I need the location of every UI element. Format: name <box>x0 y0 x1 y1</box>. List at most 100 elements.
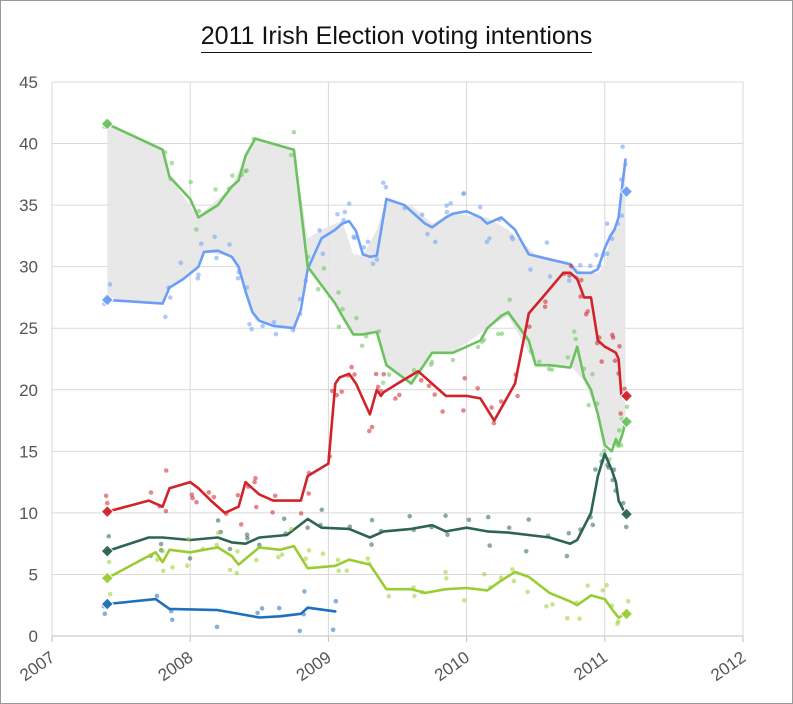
poll-point <box>349 364 354 370</box>
poll-point <box>571 329 577 334</box>
poll-point <box>211 494 217 500</box>
poll-point <box>626 598 631 604</box>
poll-point <box>369 542 374 547</box>
poll-point <box>619 213 625 218</box>
poll-point <box>386 372 392 377</box>
poll-point <box>252 479 257 485</box>
poll-point <box>565 355 571 360</box>
poll-point <box>450 357 456 363</box>
poll-point <box>214 255 219 261</box>
poll-point <box>624 404 630 410</box>
poll-point <box>196 272 201 278</box>
poll-point <box>160 548 165 554</box>
poll-point <box>320 551 326 556</box>
poll-point <box>163 314 168 320</box>
series-fianna-f-il <box>100 117 634 462</box>
poll-point <box>397 392 402 398</box>
poll-point <box>194 227 199 232</box>
poll-point <box>227 567 233 573</box>
trend-line <box>106 158 627 330</box>
poll-point <box>515 393 520 399</box>
poll-point <box>214 624 220 630</box>
shaded-band <box>107 123 626 446</box>
poll-point <box>161 568 166 574</box>
poll-point <box>339 389 345 395</box>
poll-point <box>344 568 350 573</box>
poll-point <box>617 344 622 349</box>
poll-point <box>620 144 625 149</box>
poll-point <box>253 475 258 481</box>
poll-point <box>489 405 494 410</box>
series-layer <box>100 117 634 634</box>
poll-point <box>276 554 281 560</box>
x-tick-label: 2008 <box>155 648 197 685</box>
poll-point <box>186 536 191 542</box>
poll-point <box>445 532 450 537</box>
poll-point <box>618 411 623 416</box>
poll-point <box>271 319 277 325</box>
poll-point <box>245 536 250 541</box>
poll-point <box>188 179 193 185</box>
poll-point <box>253 504 259 510</box>
poll-point <box>526 517 531 522</box>
poll-point <box>487 236 492 241</box>
start-marker <box>100 504 114 519</box>
poll-point <box>106 534 112 539</box>
poll-point <box>213 187 218 192</box>
poll-point <box>306 548 312 553</box>
y-tick-label: 25 <box>19 319 38 338</box>
poll-point <box>107 591 113 597</box>
poll-point <box>615 621 620 627</box>
poll-point <box>527 324 532 330</box>
poll-point <box>190 495 195 501</box>
poll-point <box>544 240 550 245</box>
poll-point <box>448 201 453 206</box>
poll-point <box>168 295 173 300</box>
poll-point <box>247 322 252 327</box>
y-tick-label: 35 <box>19 196 38 215</box>
y-tick-label: 20 <box>19 381 38 400</box>
poll-point <box>333 598 339 604</box>
poll-point <box>612 358 618 364</box>
poll-point <box>361 245 367 250</box>
poll-point <box>276 605 282 611</box>
series-green-party <box>100 526 634 627</box>
trend-line <box>106 452 627 553</box>
poll-point <box>487 543 493 548</box>
poll-point <box>511 578 517 584</box>
poll-point <box>291 129 297 135</box>
poll-point <box>187 556 193 561</box>
poll-point <box>279 552 285 557</box>
poll-point <box>351 234 357 239</box>
poll-point <box>102 611 108 617</box>
poll-point <box>496 331 501 337</box>
poll-point <box>419 212 425 217</box>
poll-point <box>616 428 622 433</box>
poll-point <box>272 493 278 499</box>
trend-line <box>106 544 627 619</box>
start-marker <box>100 293 114 307</box>
poll-point <box>461 191 466 197</box>
series-sinn-f-in <box>100 452 634 561</box>
poll-point <box>374 257 380 262</box>
poll-point <box>230 173 235 178</box>
poll-point <box>624 524 629 530</box>
poll-point <box>199 241 204 246</box>
poll-point <box>305 525 310 530</box>
poll-point <box>340 306 345 312</box>
poll-point <box>593 467 598 472</box>
start-marker <box>100 571 114 585</box>
poll-point <box>499 331 505 337</box>
poll-point <box>381 180 386 185</box>
poll-point <box>370 261 376 267</box>
x-tick-label: 2011 <box>570 648 611 685</box>
y-tick-label: 15 <box>19 442 38 461</box>
end-marker <box>619 184 634 199</box>
poll-point <box>484 239 490 245</box>
end-marker <box>619 607 634 621</box>
poll-point <box>158 541 164 547</box>
poll-point <box>227 242 232 247</box>
poll-point <box>105 500 110 506</box>
poll-point <box>599 452 604 457</box>
